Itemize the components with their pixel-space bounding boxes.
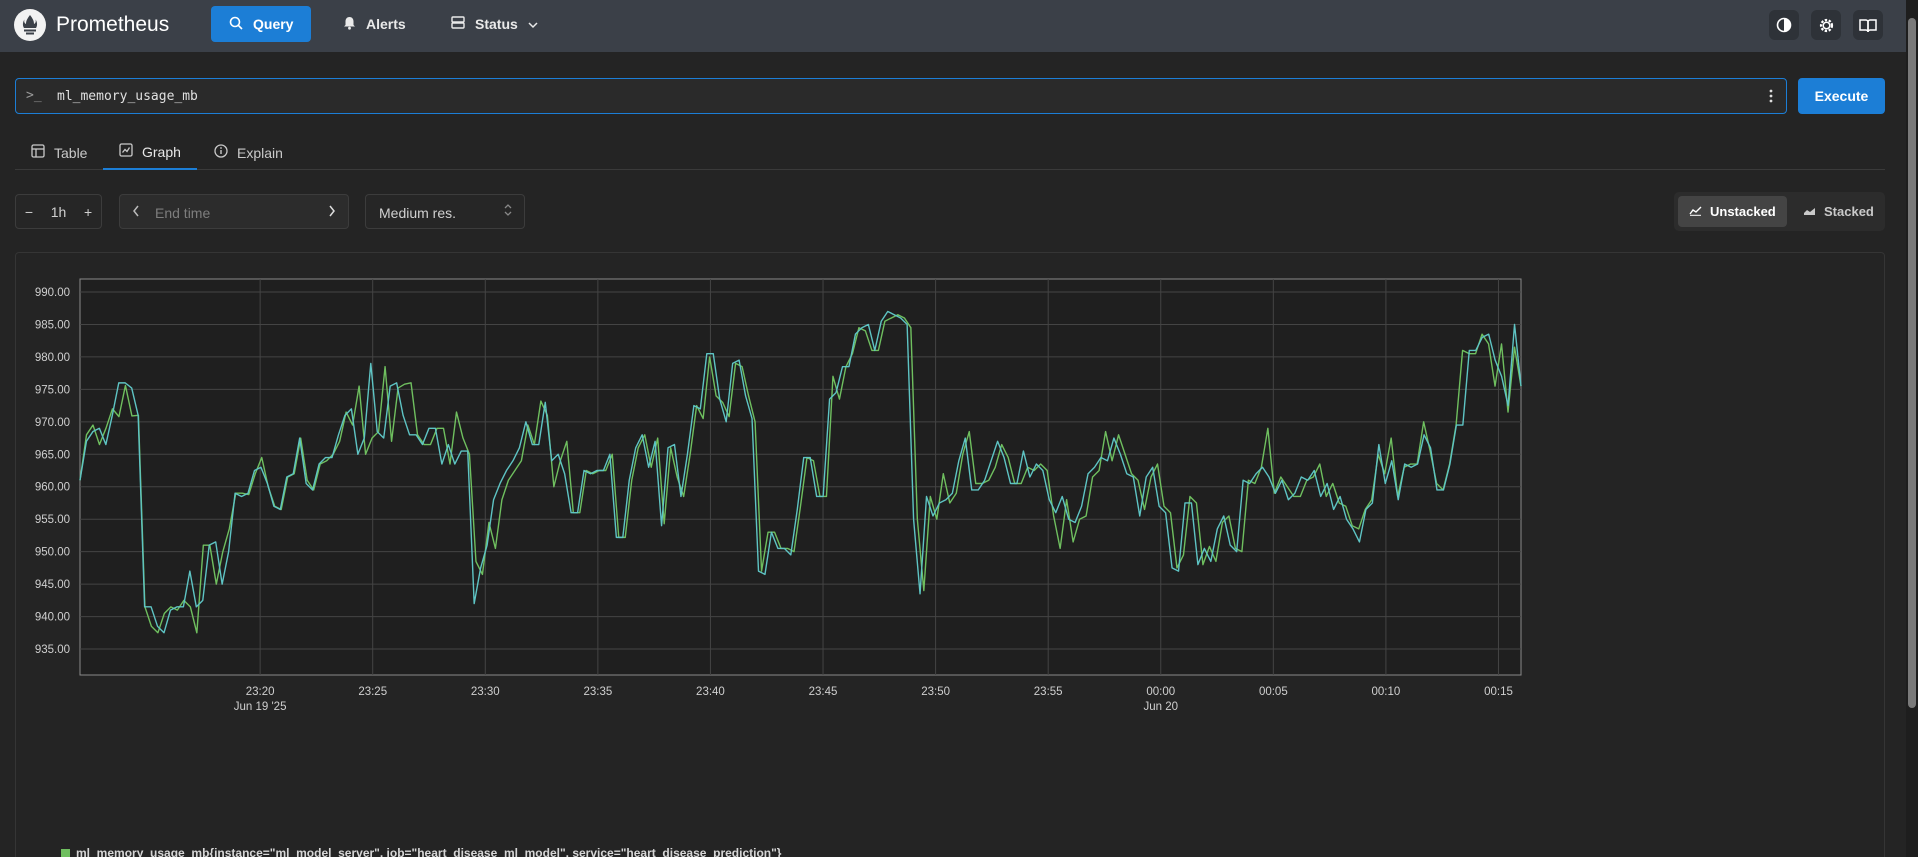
stacked-button[interactable]: Stacked (1792, 196, 1885, 227)
y-tick-label: 985.00 (35, 319, 70, 331)
stack-mode-toggle: Unstacked Stacked (1674, 192, 1885, 231)
nav-status-label: Status (475, 16, 518, 32)
unstacked-button[interactable]: Unstacked (1678, 196, 1787, 227)
nav-status-dropdown[interactable]: Status (433, 6, 556, 42)
more-options-icon[interactable] (1768, 87, 1774, 105)
y-tick-label: 940.00 (35, 612, 70, 624)
y-tick-label: 970.00 (35, 417, 70, 429)
search-icon (229, 16, 243, 33)
execute-button[interactable]: Execute (1798, 78, 1885, 114)
increase-range-button[interactable]: + (83, 203, 93, 220)
y-tick-label: 945.00 (35, 579, 70, 591)
info-icon (214, 144, 228, 161)
theme-toggle-icon[interactable] (1769, 10, 1799, 40)
graph-icon (119, 143, 133, 160)
query-expression[interactable]: ml_memory_usage_mb (57, 89, 198, 104)
x-tick-date-label: Jun 19 '25 (234, 701, 287, 713)
x-tick-date-label: Jun 20 (1143, 701, 1178, 713)
chevron-right-icon[interactable] (328, 204, 336, 220)
time-series-chart[interactable]: 990.00 985.00 980.00 975.00 970.00 965.00 960.… (16, 253, 1886, 857)
query-input[interactable]: >_ ml_memory_usage_mb (15, 78, 1787, 114)
plot-area (79, 278, 1522, 676)
x-tick-label: 00:10 (1372, 686, 1401, 698)
settings-icon[interactable] (1811, 10, 1841, 40)
series-line-teal (79, 310, 1522, 634)
x-tick-label: 23:30 (471, 686, 500, 698)
x-tick-label: 23:55 (1034, 686, 1063, 698)
x-tick-label: 00:15 (1484, 686, 1513, 698)
tab-graph-label: Graph (142, 143, 181, 160)
series-line-green (79, 314, 1522, 634)
tab-graph[interactable]: Graph (103, 135, 197, 170)
y-tick-label: 990.00 (35, 287, 70, 299)
table-icon (31, 144, 45, 161)
area-chart-icon (1803, 204, 1816, 219)
tab-table[interactable]: Table (15, 135, 103, 170)
tab-explain[interactable]: Explain (198, 135, 299, 170)
page-scrollbar[interactable] (1906, 0, 1918, 857)
server-icon (451, 16, 465, 32)
chevron-down-icon (528, 16, 538, 32)
stacked-label: Stacked (1824, 204, 1874, 219)
nav-alerts-label: Alerts (366, 16, 406, 32)
line-chart-icon (1689, 204, 1702, 219)
legend-color-swatch (61, 848, 70, 857)
end-time-control: End time (119, 194, 349, 229)
top-navbar: Prometheus Query Alerts Status (0, 0, 1906, 52)
x-tick-label: 23:35 (583, 686, 612, 698)
prometheus-logo-icon (14, 9, 46, 41)
legend-label: ml_memory_usage_mb{instance="ml_model_se… (76, 846, 782, 857)
x-tick-label: 23:40 (696, 686, 725, 698)
unstacked-label: Unstacked (1710, 204, 1776, 219)
y-tick-label: 965.00 (35, 449, 70, 461)
y-tick-label: 955.00 (35, 514, 70, 526)
x-tick-label: 00:05 (1259, 686, 1288, 698)
brand-title: Prometheus (56, 13, 170, 36)
resolution-select[interactable]: Medium res. (365, 194, 525, 229)
y-tick-label: 935.00 (35, 644, 70, 656)
chevron-left-icon[interactable] (132, 204, 140, 220)
tab-table-label: Table (54, 144, 88, 161)
y-tick-label: 975.00 (35, 384, 70, 396)
nav-query-label: Query (253, 16, 294, 32)
docs-book-icon[interactable] (1853, 10, 1883, 40)
bell-icon (343, 16, 356, 33)
y-tick-label: 980.00 (35, 352, 70, 364)
end-time-input[interactable]: End time (155, 205, 211, 221)
y-tick-label: 950.00 (35, 547, 70, 559)
x-tick-label: 23:45 (809, 686, 838, 698)
nav-alerts-button[interactable]: Alerts (325, 6, 424, 42)
range-control: − 1h + (15, 194, 102, 229)
x-tick-label: 23:25 (358, 686, 387, 698)
scrollbar-thumb[interactable] (1908, 18, 1916, 708)
terminal-prompt-icon: >_ (26, 88, 42, 103)
tab-explain-label: Explain (237, 144, 283, 161)
x-tick-label: 23:50 (921, 686, 950, 698)
chevron-up-down-icon (504, 203, 512, 219)
y-tick-label: 960.00 (35, 482, 70, 494)
resolution-value: Medium res. (379, 205, 457, 221)
x-tick-label: 00:00 (1146, 686, 1175, 698)
range-value[interactable]: 1h (50, 203, 67, 220)
view-tabs: Table Graph Explain (15, 135, 1885, 170)
brand[interactable]: Prometheus (14, 9, 169, 41)
x-tick-label: 23:20 (246, 686, 275, 698)
graph-panel: 990.00 985.00 980.00 975.00 970.00 965.00 960.… (15, 252, 1885, 857)
decrease-range-button[interactable]: − (24, 203, 34, 220)
nav-query-button[interactable]: Query (211, 6, 311, 42)
series-legend[interactable]: ml_memory_usage_mb{instance="ml_model_se… (61, 846, 781, 857)
